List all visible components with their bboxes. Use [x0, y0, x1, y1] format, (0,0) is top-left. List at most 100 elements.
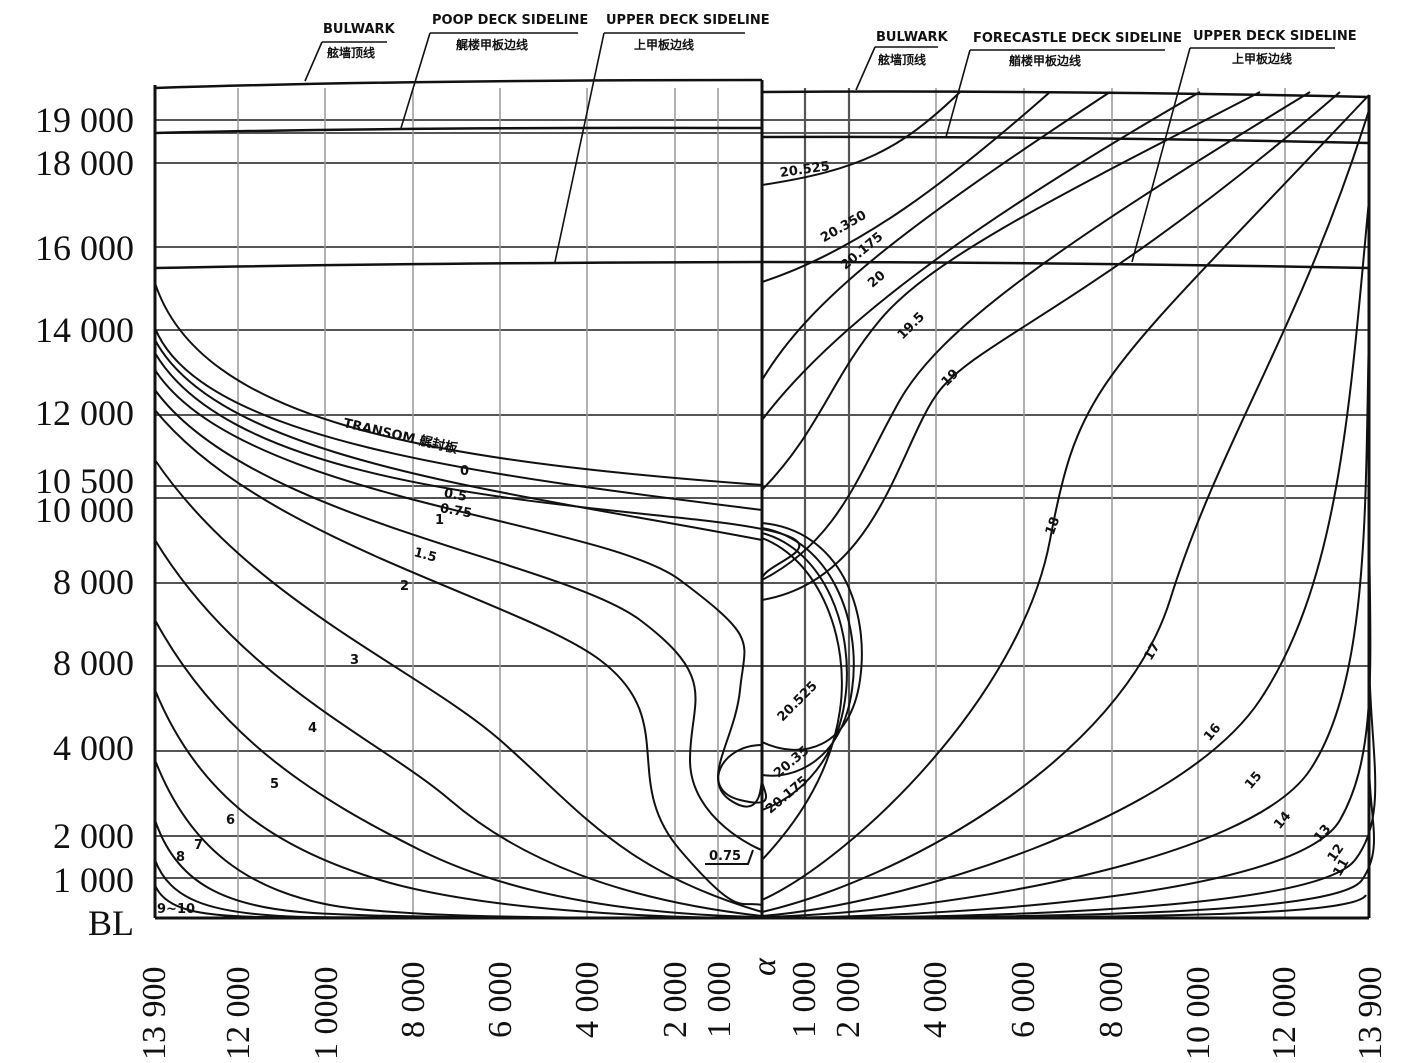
aft-station-4: 4 — [308, 721, 318, 736]
leader-upper-aft — [554, 32, 605, 263]
aft-station-curve-13 — [154, 859, 763, 920]
x-label-left-4000: 4 000 — [569, 961, 606, 1039]
aft-stern-bulb-curve — [717, 744, 767, 804]
callout-poop-deck-sideline: POOP DECK SIDELINE — [432, 13, 589, 28]
fwd-bulb-curve-3 — [761, 537, 843, 861]
callout-leaders — [304, 32, 1335, 263]
fwd-station-curve-11 — [761, 499, 1372, 919]
fwd-bulb-curve-0 — [761, 522, 863, 751]
fwd-station-curve-5 — [761, 91, 1311, 581]
fwd-station-curve-0 — [761, 91, 961, 186]
aft-station-curve-3 — [154, 352, 801, 581]
x-label-left-13900: 13 900 — [136, 966, 173, 1061]
y-label-10500: 10 500 — [35, 461, 134, 501]
y-label-19000: 19 000 — [35, 100, 134, 140]
x-label-right-6000: 6 000 — [1005, 961, 1042, 1039]
y-label-12000: 12 000 — [35, 393, 134, 433]
leader-forecastle — [945, 49, 971, 138]
x-label-right-2000: 2 000 — [830, 961, 867, 1039]
leader-bulwark-aft — [304, 41, 323, 82]
callout-bulwark-fwd: BULWARK — [876, 30, 948, 45]
x-label-left-6000: 6 000 — [482, 961, 519, 1039]
aft-station-9-10: 9~10 — [157, 902, 196, 917]
callout-bulwark-aft: BULWARK — [323, 22, 395, 37]
fwd-bulb-curve-1 — [761, 527, 855, 777]
aft-station-curve-1 — [154, 327, 763, 511]
aft-station-curve-6 — [154, 409, 763, 906]
aft-station-curve-8 — [154, 539, 763, 917]
y-label-18000: 18 000 — [35, 143, 134, 183]
aft-station-2: 2 — [400, 579, 410, 594]
aft-station-curve-0 — [154, 282, 763, 486]
aft-station-curve-12 — [154, 819, 763, 920]
callout-forecastle-deck-sideline: FORECASTLE DECK SIDELINE — [973, 31, 1182, 46]
x-label-right-8000: 8 000 — [1093, 961, 1130, 1039]
poop-deck-line — [154, 126, 763, 135]
fwd-station-curve-9 — [761, 199, 1370, 917]
upper-deck-line-fwd — [761, 260, 1370, 270]
callout-upper-deck-sideline-fwd: UPPER DECK SIDELINE — [1193, 29, 1357, 44]
aft-section-curves — [154, 282, 801, 920]
fwd-station-curve-8 — [761, 109, 1370, 913]
leader-bulwark-fwd — [855, 46, 876, 91]
aft-station-curve-5 — [154, 389, 763, 851]
callout-upper-deck-sideline-fwd-sub: 上甲板边线 — [1232, 52, 1293, 66]
y-label-4000: 4 000 — [53, 728, 134, 768]
aft-station-curve-14 — [154, 884, 763, 919]
aft-station-curve-2 — [154, 339, 763, 541]
leader-poop — [400, 32, 431, 129]
y-label-10000: 10 000 — [35, 490, 134, 530]
x-label-right-12000: 12 000 — [1266, 966, 1303, 1061]
forward-section-curves — [761, 91, 1377, 919]
fwd-station-curve-7 — [761, 94, 1370, 901]
fwd-bulb-curve-2 — [761, 532, 848, 811]
y-label-14000: 14 000 — [35, 310, 134, 350]
x-label-right-1000: 1 000 — [786, 961, 823, 1039]
callout-forecastle-deck-sideline-sub: 艏楼甲板边线 — [1009, 54, 1082, 68]
deck-sidelines — [154, 78, 1370, 270]
aft-0-75-leader — [705, 849, 754, 865]
aft-station-curve-9 — [154, 619, 763, 918]
x-label-left-2000: 2 000 — [657, 961, 694, 1039]
x-label-alpha: α — [746, 958, 783, 976]
fwd-station-curve-14 — [761, 894, 1367, 919]
forecastle-deck-line — [761, 135, 1370, 145]
fwd-station-curve-2 — [761, 91, 1111, 381]
aft-station-5: 5 — [270, 777, 280, 792]
y-label-16000: 16 000 — [35, 228, 134, 268]
y-label-8000-lower: 8 000 — [53, 643, 134, 683]
aft-station-curve-10 — [154, 689, 763, 919]
x-label-right-4000: 4 000 — [917, 961, 954, 1039]
aft-station-0-75-lower: 0.75 — [709, 849, 742, 864]
aft-station-6: 6 — [226, 813, 236, 828]
aft-station-3: 3 — [350, 653, 360, 668]
leader-upper-fwd — [1131, 47, 1191, 263]
aft-station-curve-4 — [154, 369, 763, 808]
bulwark-line-aft — [154, 78, 763, 90]
fwd-station-curve-10 — [761, 329, 1370, 918]
callout-bulwark-aft-sub: 舷墙顶线 — [327, 46, 376, 60]
upper-deck-line-aft — [154, 260, 763, 270]
x-label-right-10000: 10 000 — [1180, 966, 1217, 1061]
y-label-8000-upper: 8 000 — [53, 562, 134, 602]
y-label-2000: 2 000 — [53, 816, 134, 856]
x-label-left-8000: 8 000 — [395, 961, 432, 1039]
x-label-right-13900: 13 900 — [1352, 966, 1389, 1061]
y-label-1000: 1 000 — [53, 860, 134, 900]
callout-upper-deck-sideline-aft: UPPER DECK SIDELINE — [606, 13, 770, 28]
aft-station-curve-7 — [154, 459, 763, 913]
fwd-station-curve-6 — [761, 91, 1341, 601]
fwd-station-curve-12 — [761, 649, 1377, 919]
callout-upper-deck-sideline-aft-sub: 上甲板边线 — [634, 38, 695, 52]
x-label-left-12000: 12 000 — [220, 966, 257, 1061]
fwd-station-curve-4 — [761, 91, 1261, 491]
callout-bulwark-fwd-sub: 舷墙顶线 — [878, 53, 927, 67]
fwd-station-curve-1 — [761, 91, 1051, 283]
aft-station-8: 8 — [176, 850, 186, 865]
bulwark-line-fwd — [761, 90, 1370, 99]
y-label-baseline: BL — [87, 903, 134, 943]
callout-poop-deck-sideline-sub: 艉楼甲板边线 — [456, 38, 529, 52]
aft-station-0: 0 — [460, 464, 470, 479]
x-label-left-1000: 1 000 — [701, 961, 738, 1039]
